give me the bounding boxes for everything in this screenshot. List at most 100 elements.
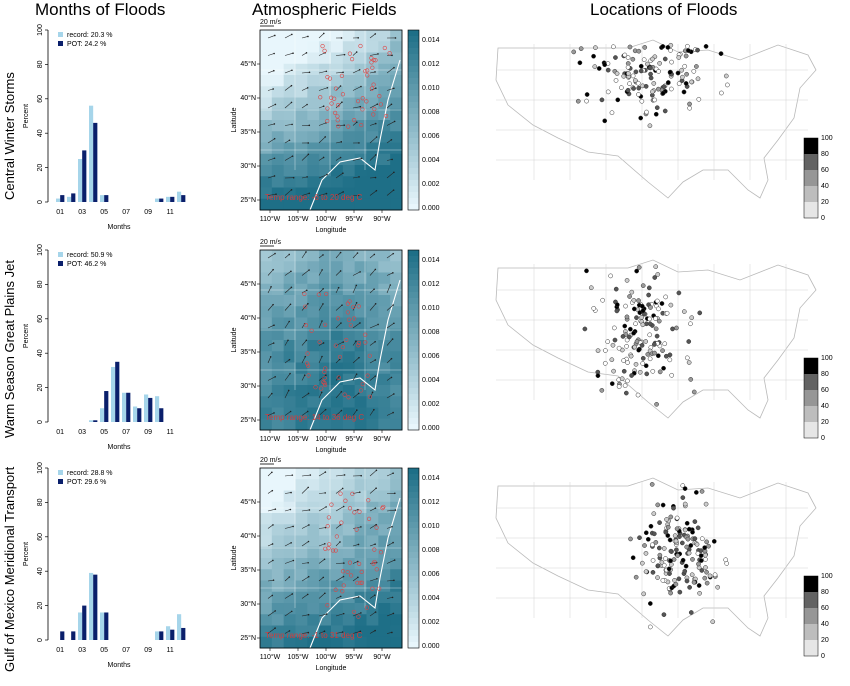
- wind-vector-head: [310, 474, 312, 476]
- wind-vector-head: [292, 52, 294, 54]
- y-tick-label: 100: [37, 244, 44, 256]
- field-cell: [307, 131, 319, 143]
- flood-location-point: [606, 340, 610, 344]
- lon-tick-label: 95°W: [345, 215, 363, 223]
- flood-location-point: [704, 570, 708, 574]
- field-cell: [296, 363, 308, 375]
- flood-location-point: [641, 323, 645, 327]
- flood-location-point: [628, 45, 632, 49]
- field-cell: [390, 547, 402, 559]
- colorbar-tick-label: 0.010: [422, 523, 440, 530]
- flood-location-point: [686, 48, 690, 52]
- legend-entry: POT: 29.6 %: [67, 479, 106, 486]
- wind-vector-head: [290, 271, 292, 273]
- wind-vector-head: [356, 121, 358, 123]
- legend-entry: record: 50.9 %: [67, 252, 113, 259]
- field-cell: [378, 363, 390, 375]
- colorbar-segment: [408, 406, 419, 413]
- flood-location-point: [648, 124, 652, 128]
- field-cell: [272, 468, 284, 480]
- loc-colorbar-segment: [804, 406, 818, 422]
- wind-vector-head: [394, 559, 396, 561]
- field-cell: [284, 250, 296, 262]
- colorbar-tick-label: 0.012: [422, 281, 440, 288]
- y-axis-label: Latitude: [231, 327, 238, 352]
- flood-location-point: [647, 286, 651, 290]
- field-cell: [307, 306, 319, 318]
- flood-location-point: [639, 315, 643, 319]
- wind-vector-head: [374, 341, 376, 343]
- colorbar-segment: [408, 624, 419, 631]
- field-cell: [307, 491, 319, 503]
- field-cell: [319, 154, 331, 166]
- colorbar-segment: [408, 268, 419, 275]
- flood-location-point: [652, 532, 656, 536]
- wind-vector-head: [322, 577, 324, 579]
- flood-location-point: [661, 91, 665, 95]
- flood-location-point: [655, 575, 659, 579]
- field-cell: [272, 479, 284, 491]
- colorbar-segment: [408, 174, 419, 181]
- colorbar-segment: [408, 60, 419, 67]
- wind-vector-head: [374, 630, 376, 632]
- flood-location-point: [622, 369, 626, 373]
- x-tick-label: 11: [167, 209, 174, 216]
- field-cell: [307, 165, 319, 177]
- us-outline: [496, 260, 816, 418]
- field-cell: [343, 547, 355, 559]
- wind-vector-head: [306, 52, 308, 54]
- colorbar-segment: [408, 198, 419, 205]
- lon-tick-label: 110°W: [260, 653, 281, 661]
- flood-location-point: [596, 374, 600, 378]
- flood-location-point: [640, 561, 644, 565]
- colorbar-segment: [408, 316, 419, 323]
- wind-vector-head: [358, 393, 360, 395]
- flood-location-point: [641, 309, 645, 313]
- flood-location-point: [675, 527, 679, 531]
- field-cell: [296, 603, 308, 615]
- wind-vector-head: [360, 86, 362, 88]
- field-cell: [378, 340, 390, 352]
- field-cell: [296, 581, 308, 593]
- y-tick-label: 60: [37, 533, 44, 541]
- flood-location-point: [725, 83, 729, 87]
- colorbar-segment: [408, 138, 419, 145]
- wind-vector-head: [340, 270, 342, 272]
- wind-vector-head: [375, 375, 377, 377]
- field-cell: [390, 131, 402, 143]
- flood-location-point: [578, 61, 582, 65]
- field-cell: [272, 143, 284, 155]
- field-cell: [260, 86, 272, 98]
- flood-location-point: [699, 553, 703, 557]
- colorbar-segment: [408, 280, 419, 287]
- wind-vector-head: [322, 254, 324, 256]
- colorbar-segment: [408, 84, 419, 91]
- flood-location-point: [652, 512, 656, 516]
- y-tick-label: 0: [37, 420, 44, 424]
- flood-location-point: [700, 537, 704, 541]
- loc-colorbar-tick-label: 100: [821, 355, 833, 362]
- flood-location-point: [703, 576, 707, 580]
- field-cell: [272, 250, 284, 262]
- flood-location-point: [666, 45, 670, 49]
- wind-vector-head: [307, 594, 309, 596]
- field-cell: [378, 199, 390, 211]
- field-cell: [367, 261, 379, 273]
- flood-location-point: [671, 506, 675, 510]
- field-cell: [378, 120, 390, 132]
- flood-location-point: [676, 553, 680, 557]
- colorbar-segment: [408, 250, 419, 257]
- field-cell: [284, 569, 296, 581]
- field-cell: [367, 143, 379, 155]
- flood-location-point: [656, 354, 660, 358]
- flood-location-point: [646, 352, 650, 356]
- field-cell: [319, 351, 331, 363]
- field-cell: [284, 502, 296, 514]
- loc-colorbar-tick-label: 0: [821, 653, 825, 660]
- wind-vector-head: [307, 562, 309, 564]
- wind-vector-head: [357, 577, 359, 579]
- flood-location-point: [685, 44, 689, 48]
- field-cell: [367, 199, 379, 211]
- flood-location-point: [646, 537, 650, 541]
- flood-location-point: [685, 579, 689, 583]
